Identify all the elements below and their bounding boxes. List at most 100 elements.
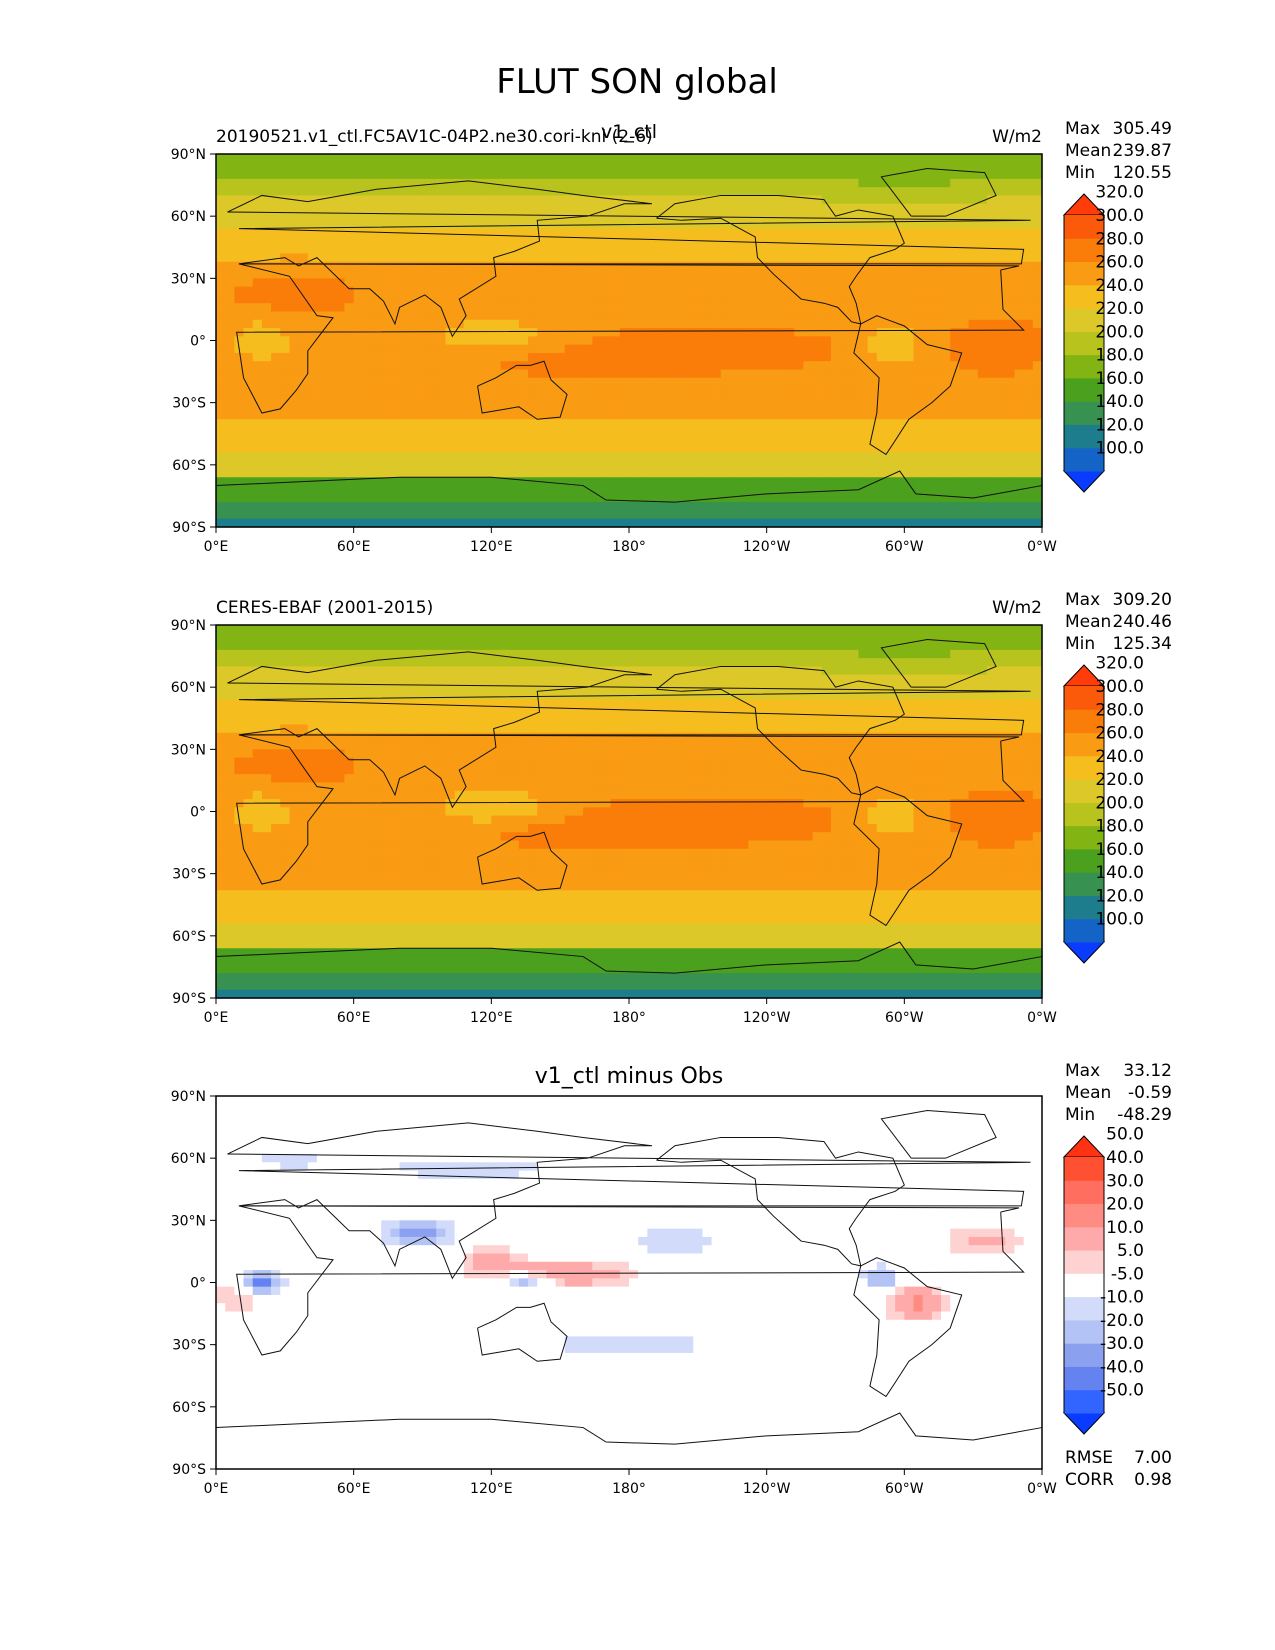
coastline <box>477 831 568 891</box>
lat-tick-label: 0° <box>190 805 206 821</box>
panel-title-center: v1_ctl <box>601 121 657 143</box>
colorbar-label: 140.0 <box>1095 863 1144 883</box>
stat-label-mean: Mean <box>1065 141 1111 161</box>
lon-tick-label: 60°E <box>337 1010 371 1026</box>
colorbar-segment <box>1064 238 1104 263</box>
colorbar-label: 220.0 <box>1095 299 1144 319</box>
lat-tick-label: 90°N <box>171 147 206 163</box>
coastline <box>477 360 568 420</box>
colorbar-label: 200.0 <box>1095 793 1144 813</box>
colorbar-label: 100.0 <box>1095 910 1144 930</box>
colorbar-label: 300.0 <box>1095 206 1144 226</box>
panel-title-center: v1_ctl minus Obs <box>535 1064 723 1089</box>
colorbar-label: -50.0 <box>1100 1381 1144 1401</box>
colorbar-segment <box>1064 732 1104 757</box>
colorbar-label: 20.0 <box>1106 1195 1144 1215</box>
lat-tick-label: 30°S <box>172 396 206 412</box>
stat-value-mean: -0.59 <box>1128 1083 1172 1103</box>
stat-value-min: -48.29 <box>1117 1105 1172 1125</box>
colorbar-label: 240.0 <box>1095 747 1144 767</box>
colorbar-segment <box>1064 802 1104 827</box>
colorbar-label: 120.0 <box>1095 415 1144 435</box>
stat-value-max: 309.20 <box>1113 590 1172 610</box>
lon-tick-label: 120°W <box>743 1010 791 1026</box>
coastline <box>880 168 997 217</box>
coastline <box>477 1302 568 1362</box>
colorbar-segment <box>1064 872 1104 896</box>
coastline <box>215 941 1043 974</box>
lon-tick-label: 60°E <box>337 539 371 555</box>
coastline <box>880 639 997 688</box>
colorbar-label: 5.0 <box>1117 1241 1144 1261</box>
colorbar-label: -10.0 <box>1100 1288 1144 1308</box>
colorbar-label: 180.0 <box>1095 346 1144 366</box>
stat-value-min: 125.34 <box>1113 634 1172 654</box>
colorbar-segment <box>1064 401 1104 425</box>
lon-tick-label: 120°W <box>743 539 791 555</box>
colorbar-segment <box>1064 1180 1104 1205</box>
coastline <box>227 1122 1031 1280</box>
lon-tick-label: 180° <box>612 1010 646 1026</box>
stat-value-rmse: 7.00 <box>1134 1448 1172 1468</box>
colorbar-segment <box>1064 1366 1104 1391</box>
lat-tick-label: 90°N <box>171 618 206 634</box>
coastlines <box>215 168 1043 503</box>
lon-tick-label: 120°E <box>470 539 513 555</box>
colorbar-segment <box>1064 918 1104 943</box>
stat-label-max: Max <box>1065 590 1100 610</box>
stat-label-min: Min <box>1065 163 1095 183</box>
colorbar-segment <box>1064 1319 1104 1344</box>
stat-value-max: 305.49 <box>1113 119 1172 139</box>
colorbar-label: -30.0 <box>1100 1334 1144 1354</box>
lon-tick-label: 0°W <box>1027 1010 1057 1026</box>
coastline <box>236 263 1025 414</box>
colorbar-segment <box>1064 779 1104 803</box>
colorbar-label: 140.0 <box>1095 392 1144 412</box>
colorbar-segment <box>1064 1250 1104 1274</box>
colorbar-segment <box>1064 1203 1104 1228</box>
colorbar-label: 200.0 <box>1095 322 1144 342</box>
coastline <box>853 1257 963 1398</box>
lat-tick-label: 60°S <box>172 929 206 945</box>
lat-tick-label: 0° <box>190 1276 206 1292</box>
lat-tick-label: 30°S <box>172 1338 206 1354</box>
lat-tick-label: 90°N <box>171 1089 206 1105</box>
colorbar-extend-max <box>1062 1135 1106 1158</box>
figure-title: FLUT SON global <box>496 62 778 102</box>
lat-tick-label: 60°S <box>172 458 206 474</box>
coastline <box>853 315 963 456</box>
colorbar-label: 320.0 <box>1095 183 1144 203</box>
colorbar-segment <box>1064 848 1104 873</box>
colorbar-label: 180.0 <box>1095 817 1144 837</box>
colorbar-label: 30.0 <box>1106 1171 1144 1191</box>
colorbar: -50.0 -40.0 -30.0 -20.0 -10.0 -5.0 5.0 10.0 20.0… <box>1062 1125 1144 1435</box>
colorbar-label: 50.0 <box>1106 1125 1144 1145</box>
lon-tick-label: 120°W <box>743 1481 791 1497</box>
colorbar-label: 10.0 <box>1106 1218 1144 1238</box>
lat-tick-label: 60°N <box>171 1151 206 1167</box>
lat-tick-label: 90°S <box>172 991 206 1007</box>
coastline <box>227 651 1031 809</box>
lon-tick-label: 0°E <box>204 539 229 555</box>
colorbar-segment <box>1064 825 1104 850</box>
colorbar-label: 40.0 <box>1106 1148 1144 1168</box>
lon-tick-label: 0°W <box>1027 539 1057 555</box>
colorbar-segment <box>1064 1389 1104 1414</box>
colorbar-label: 120.0 <box>1095 886 1144 906</box>
lon-tick-label: 0°W <box>1027 1481 1057 1497</box>
lat-tick-label: 90°S <box>172 520 206 536</box>
stat-label-min: Min <box>1065 634 1095 654</box>
colorbar-label: -5.0 <box>1111 1264 1144 1284</box>
colorbar-extend-min <box>1062 1412 1106 1435</box>
colorbar-label: 280.0 <box>1095 229 1144 249</box>
colorbar-label: 300.0 <box>1095 677 1144 697</box>
colorbar-segment <box>1064 895 1104 920</box>
colorbar-segment <box>1064 1296 1104 1321</box>
map-panel-reference: 90°N 60°N 30°N 0° 30°S 60°S 90°S 0°E 60°E 120°E 18… <box>171 590 1172 1026</box>
colorbar-label: -20.0 <box>1100 1311 1144 1331</box>
colorbar-segment <box>1064 1157 1104 1181</box>
panel-title-left: 20190521.v1_ctl.FC5AV1C-04P2.ne30.cori-k… <box>216 127 653 147</box>
stat-label-min: Min <box>1065 1105 1095 1125</box>
colorbar-segment <box>1064 215 1104 239</box>
lat-tick-label: 60°S <box>172 1400 206 1416</box>
